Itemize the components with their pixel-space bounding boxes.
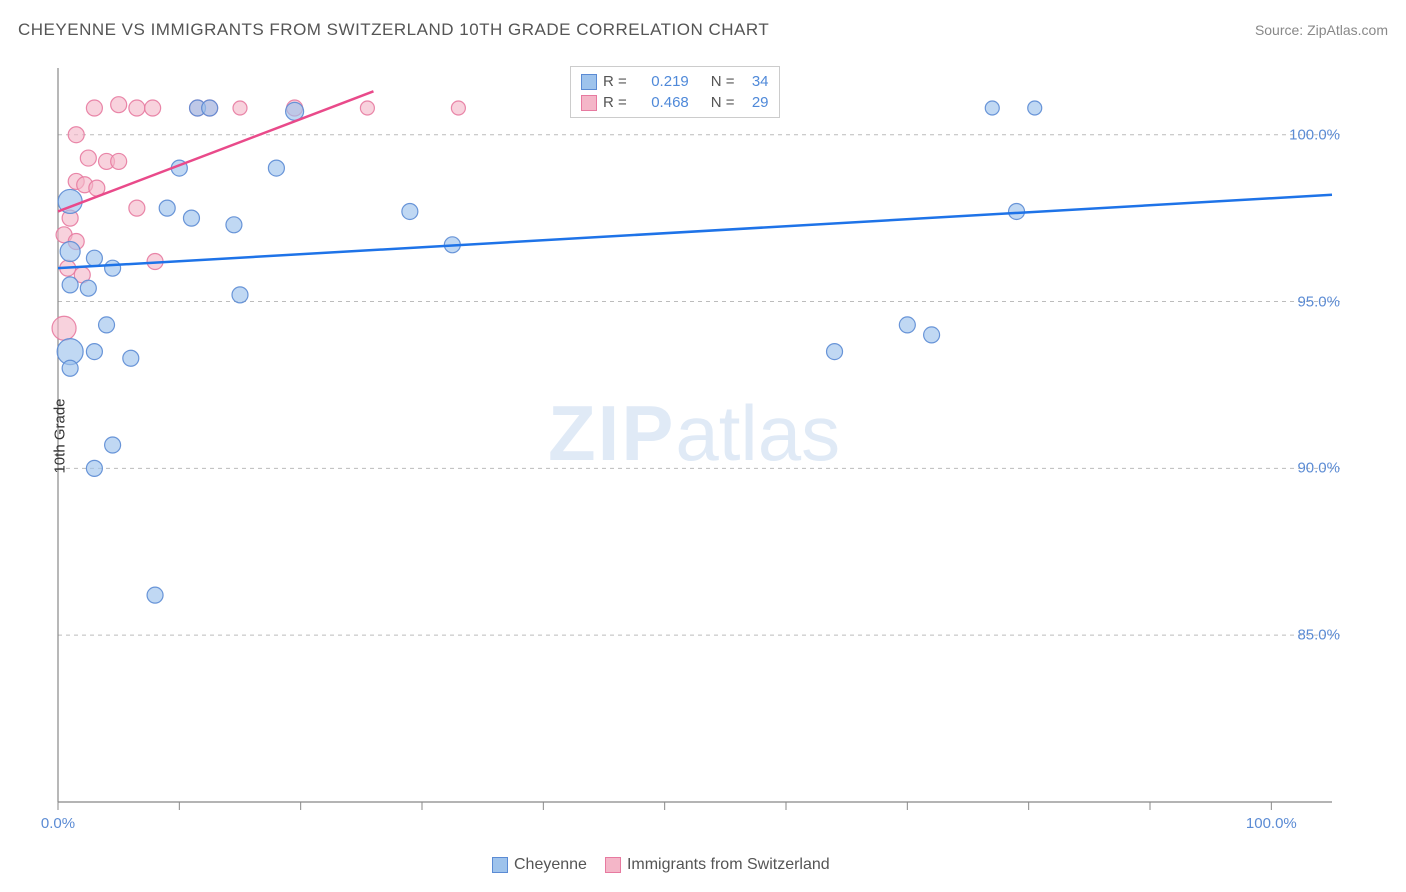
- legend-series: Cheyenne Immigrants from Switzerland: [492, 856, 830, 874]
- legend-swatch: [581, 74, 597, 90]
- source-label: Source: ZipAtlas.com: [1255, 22, 1388, 38]
- legend-series-label: Cheyenne: [514, 856, 587, 874]
- y-tick-label: 95.0%: [1297, 293, 1340, 310]
- chart-area: 10th Grade 85.0%90.0%95.0%100.0% 0.0%100…: [50, 62, 1340, 810]
- legend-swatch: [492, 857, 508, 873]
- legend-stat-row: R =0.468N =29: [581, 92, 769, 113]
- x-tick-label: 100.0%: [1246, 815, 1297, 832]
- legend-series-label: Immigrants from Switzerland: [627, 856, 830, 874]
- legend-series-item: Immigrants from Switzerland: [605, 856, 830, 874]
- y-tick-label: 90.0%: [1297, 460, 1340, 477]
- legend-series-item: Cheyenne: [492, 856, 587, 874]
- legend-stat-row: R =0.219N =34: [581, 71, 769, 92]
- legend-swatch: [605, 857, 621, 873]
- x-tick-label: 0.0%: [41, 815, 75, 832]
- legend-stats: R =0.219N =34R =0.468N =29: [570, 66, 780, 118]
- legend-swatch: [581, 95, 597, 111]
- scatter-plot-svg: [50, 62, 1340, 810]
- y-tick-label: 100.0%: [1289, 126, 1340, 143]
- chart-title: CHEYENNE VS IMMIGRANTS FROM SWITZERLAND …: [18, 20, 769, 40]
- y-tick-label: 85.0%: [1297, 627, 1340, 644]
- y-axis-label: 10th Grade: [52, 398, 69, 473]
